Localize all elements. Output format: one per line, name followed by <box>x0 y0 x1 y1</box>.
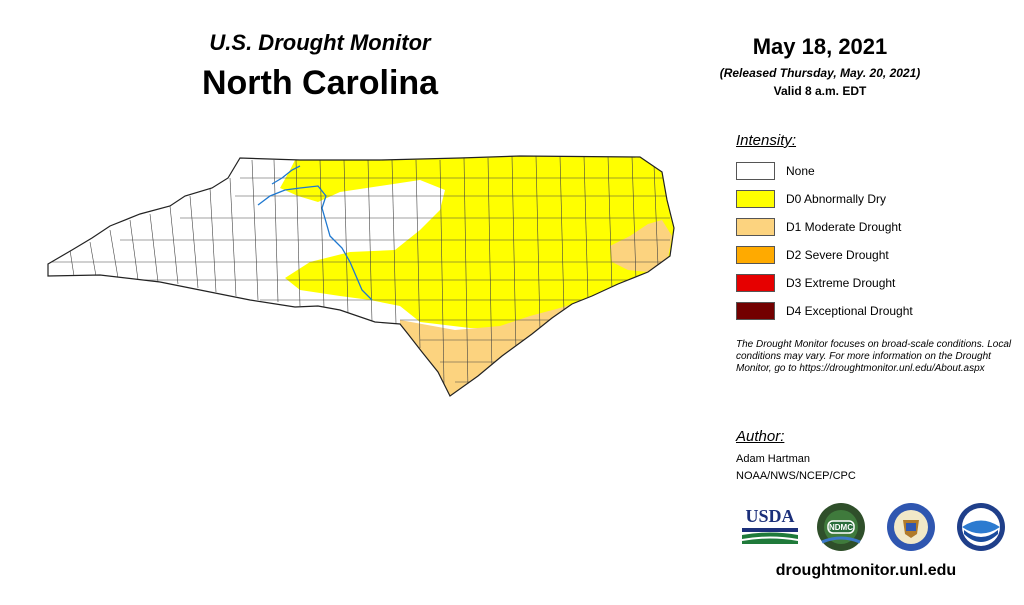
ndmc-logo-text: NDMC <box>829 523 853 532</box>
legend-item: D3 Extreme Drought <box>736 273 895 293</box>
legend-swatch <box>736 162 775 180</box>
ndmc-logo-icon: NDMC <box>816 502 866 557</box>
valid-time: Valid 8 a.m. EDT <box>773 84 867 98</box>
legend-label: D2 Severe Drought <box>786 248 889 262</box>
river-line <box>257 185 373 301</box>
author-org: NOAA/NWS/NCEP/CPC <box>736 470 856 482</box>
legend-title: Intensity: <box>736 132 797 149</box>
legend-label: D0 Abnormally Dry <box>786 192 887 206</box>
legend-swatch <box>736 274 775 292</box>
north-carolina-drought-map <box>47 155 675 397</box>
noaa-logo-icon <box>956 502 1006 557</box>
legend-label: None <box>786 164 815 178</box>
commerce-seal-icon <box>886 502 936 557</box>
author-name: Adam Hartman <box>736 453 810 465</box>
legend-item: D4 Exceptional Drought <box>736 301 913 321</box>
county-boundaries <box>48 156 670 391</box>
legend-item: D0 Abnormally Dry <box>736 189 886 209</box>
website-url: droughtmonitor.unl.edu <box>775 562 957 579</box>
legend-item: D1 Moderate Drought <box>736 217 901 237</box>
river-line <box>271 165 301 185</box>
map-subtitle: U.S. Drought Monitor <box>209 30 431 55</box>
usda-logo-icon: USDA <box>740 502 800 549</box>
legend-item: None <box>736 161 815 181</box>
usda-logo-text: USDA <box>745 506 794 526</box>
author-heading: Author: <box>736 428 785 445</box>
map-date: May 18, 2021 <box>752 34 888 59</box>
legend-swatch <box>736 190 775 208</box>
disclaimer-text: The Drought Monitor focuses on broad-sca… <box>736 339 1012 374</box>
release-date: (Released Thursday, May. 20, 2021) <box>719 66 921 80</box>
legend-swatch <box>736 218 775 236</box>
legend-label: D3 Extreme Drought <box>786 276 896 290</box>
legend-swatch <box>736 246 775 264</box>
legend-item: D2 Severe Drought <box>736 245 889 265</box>
legend-label: D4 Exceptional Drought <box>786 304 913 318</box>
legend-label: D1 Moderate Drought <box>786 220 902 234</box>
map-title: North Carolina <box>201 64 439 102</box>
legend-swatch <box>736 302 775 320</box>
